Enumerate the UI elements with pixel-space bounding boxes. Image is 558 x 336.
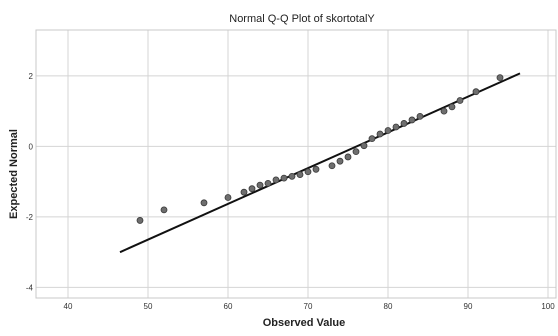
data-point	[240, 188, 248, 196]
data-point	[288, 172, 296, 180]
data-point	[408, 116, 416, 124]
data-point	[304, 168, 312, 176]
chart-title: Normal Q-Q Plot of skortotalY	[229, 13, 375, 25]
x-tick-label: 40	[64, 302, 73, 311]
data-point	[376, 130, 384, 138]
data-point	[280, 174, 288, 182]
x-tick-label: 100	[541, 302, 555, 311]
data-point	[400, 120, 408, 127]
data-point	[136, 217, 144, 224]
data-point	[312, 165, 320, 173]
data-point	[296, 171, 304, 178]
x-tick-label: 80	[384, 302, 393, 311]
x-tick-label: 70	[304, 302, 313, 311]
x-tick-label: 90	[464, 302, 473, 311]
data-point	[496, 74, 504, 82]
y-axis: 2 0 -2 -4	[26, 72, 34, 293]
data-point	[224, 194, 232, 201]
data-points	[136, 74, 504, 224]
y-tick-label: -2	[26, 213, 34, 222]
data-point	[448, 103, 456, 111]
y-tick-label: 2	[29, 72, 34, 81]
data-point	[264, 179, 272, 187]
x-axis-title: Observed Value	[263, 317, 346, 329]
y-tick-label: 0	[29, 142, 34, 151]
data-point	[472, 88, 480, 96]
data-point	[160, 206, 168, 214]
data-point	[336, 157, 344, 165]
data-point	[360, 142, 368, 150]
data-point	[384, 127, 392, 134]
data-point	[200, 199, 208, 207]
data-point	[328, 162, 336, 170]
y-tick-label: -4	[26, 283, 34, 292]
data-point	[368, 135, 376, 143]
data-point	[256, 181, 264, 189]
data-point	[392, 123, 400, 131]
y-axis-title: Expected Normal	[8, 129, 20, 219]
data-point	[352, 148, 360, 156]
plot-area	[35, 29, 557, 299]
data-point	[272, 176, 280, 184]
reference-line	[119, 72, 521, 254]
data-point	[344, 153, 352, 161]
data-point	[456, 97, 464, 104]
data-point	[248, 185, 256, 193]
x-tick-label: 60	[224, 302, 233, 311]
data-point	[416, 112, 424, 120]
grid	[36, 30, 556, 298]
x-tick-label: 50	[144, 302, 153, 311]
data-point	[440, 107, 448, 115]
x-axis: 40 50 60 70 80 90 100	[64, 302, 556, 311]
